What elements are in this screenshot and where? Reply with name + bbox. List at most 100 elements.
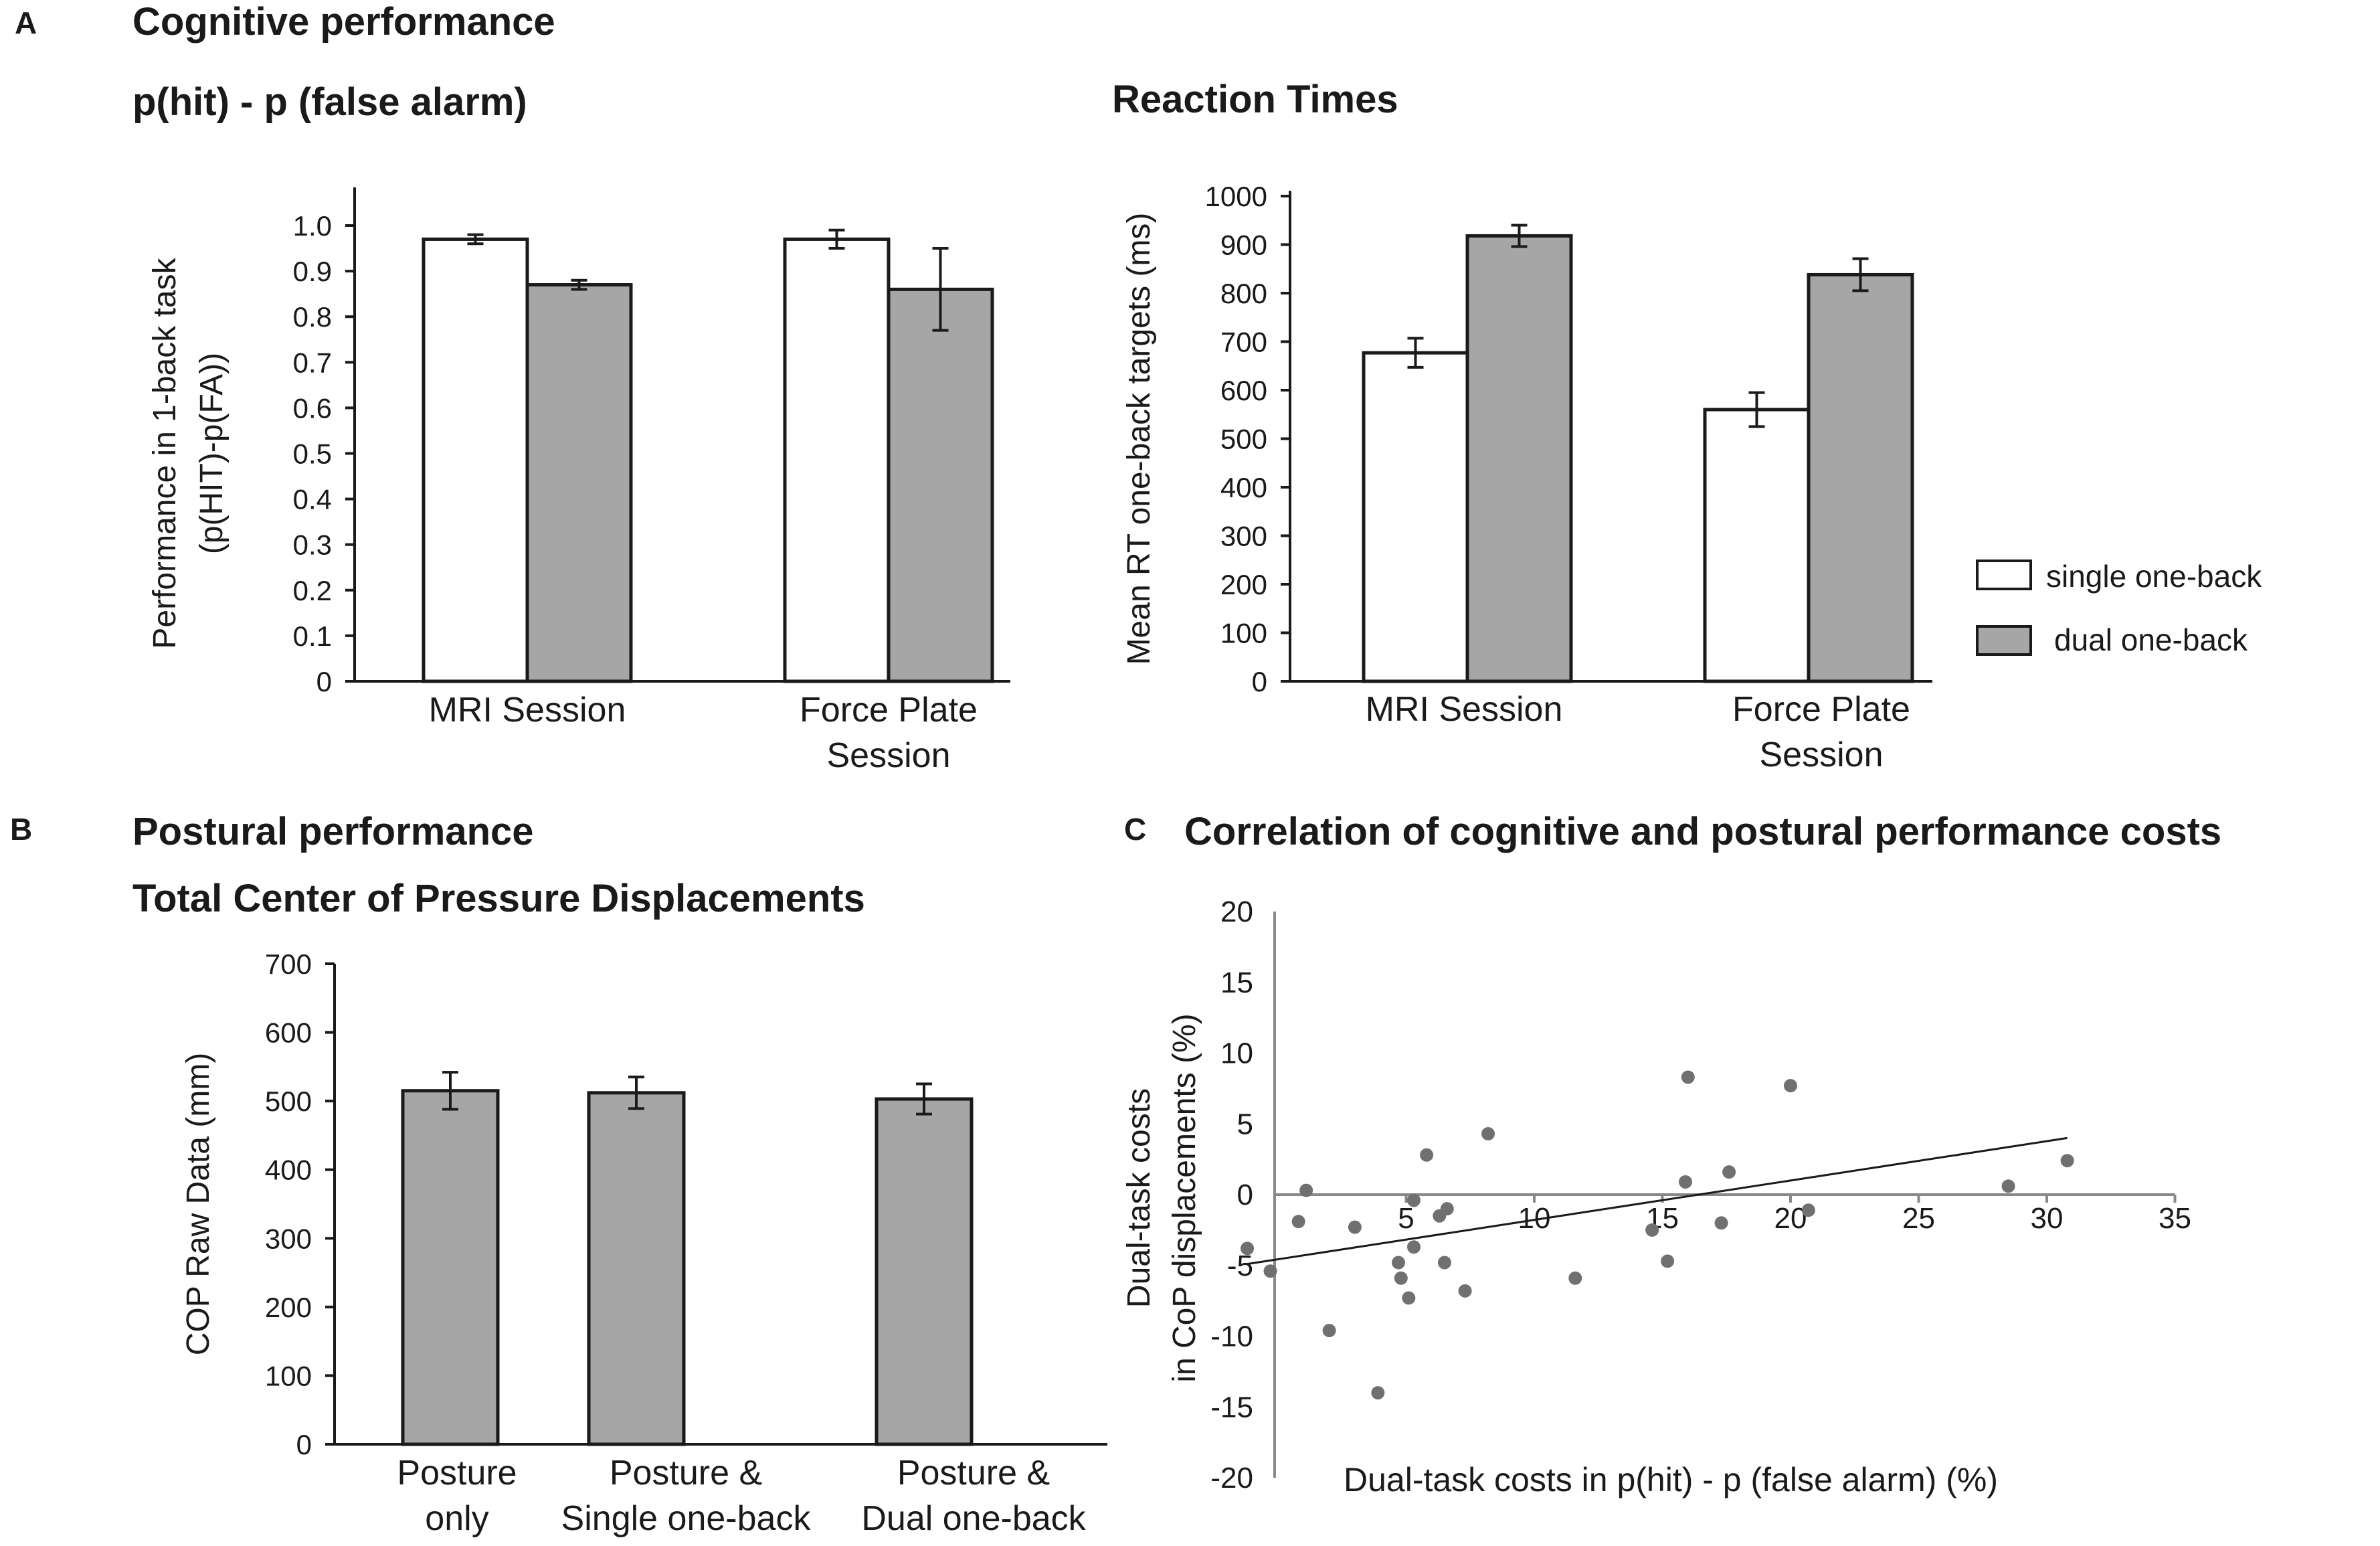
legend-label-single: single one-back xyxy=(2046,559,2262,594)
y-tick-label: 700 xyxy=(265,948,312,980)
y-tick-label: 200 xyxy=(265,1292,312,1323)
scatter-point xyxy=(1322,1324,1336,1338)
bar xyxy=(783,237,891,683)
scatter-point xyxy=(1681,1070,1695,1084)
scatter-point xyxy=(1661,1254,1675,1268)
y-tick-label: 300 xyxy=(1220,521,1267,552)
x-tick-label: 20 xyxy=(1774,1202,1807,1235)
y-tick-label: 0.1 xyxy=(293,620,332,652)
x-category-label: MRI Session xyxy=(429,691,626,729)
x-tick-label: 5 xyxy=(1398,1202,1414,1235)
scatter-point xyxy=(1568,1271,1582,1285)
y-tick-label: 500 xyxy=(1220,424,1267,455)
x-category-label: Posture & xyxy=(610,1454,762,1492)
y-tick-label: 100 xyxy=(1220,618,1267,649)
panel-c-letter: C xyxy=(1124,812,1146,847)
bar xyxy=(1703,408,1811,683)
y-tick-label: 500 xyxy=(265,1086,312,1117)
y-tick-label: -20 xyxy=(1210,1462,1253,1494)
scatter-point xyxy=(1299,1183,1313,1197)
y-axis-label: (p(HIT)-p(FA)) xyxy=(194,353,230,554)
y-tick-label: 400 xyxy=(265,1154,312,1186)
panel-a-subheading: p(hit) - p (false alarm) xyxy=(132,80,527,124)
y-axis-label: Dual-task costs xyxy=(1121,1088,1157,1308)
scatter-point xyxy=(1402,1291,1416,1305)
x-category-label: Posture xyxy=(397,1454,517,1492)
bar xyxy=(1465,234,1573,683)
scatter-point xyxy=(2001,1179,2015,1193)
panel-b-subheading: Total Center of Pressure Displacements xyxy=(132,877,865,920)
scatter-point xyxy=(1722,1165,1736,1179)
bar xyxy=(875,1097,974,1446)
y-tick-label: 0.4 xyxy=(293,484,332,515)
x-category-label: Session xyxy=(1760,736,1884,774)
y-tick-label: 1.0 xyxy=(293,210,332,242)
scatter-point xyxy=(1645,1223,1659,1237)
bar xyxy=(401,1089,500,1446)
y-tick-label: 0 xyxy=(316,666,332,697)
scatter-point xyxy=(1406,1240,1421,1254)
scatter-point xyxy=(1481,1127,1495,1141)
x-category-label: Posture & xyxy=(897,1454,1050,1492)
chart-b-cop: 0 100 200 300 400 500 600 700 COP Raw Data (mm) P… xyxy=(181,948,1107,1538)
scatter-point xyxy=(1784,1079,1797,1093)
scatter-point xyxy=(1394,1271,1408,1285)
x-category-label: only xyxy=(425,1499,488,1538)
y-axis-label: Performance in 1-back task xyxy=(147,257,183,649)
y-tick-label: -15 xyxy=(1210,1391,1253,1424)
y-tick-label: 600 xyxy=(265,1017,312,1049)
panel-a-letter: A xyxy=(15,5,37,40)
bar xyxy=(1807,272,1914,683)
y-tick-label: 0.6 xyxy=(293,392,332,424)
scatter-point xyxy=(1714,1216,1728,1230)
y-tick-label: 10 xyxy=(1220,1037,1253,1070)
scatter-point xyxy=(1437,1256,1451,1270)
y-tick-label: 0.9 xyxy=(293,256,332,287)
chart-a2-reaction-times: 0 100 200 300 400 500 600 700 800 900 1000 Mean RT … xyxy=(1121,181,1932,774)
scatter-point xyxy=(1392,1256,1406,1270)
x-tick-label: 25 xyxy=(1902,1202,1935,1235)
x-category-label: Session xyxy=(827,736,951,775)
bar xyxy=(422,237,529,683)
y-tick-label: 400 xyxy=(1220,472,1267,503)
y-tick-label: 0.3 xyxy=(293,529,332,561)
scatter-point xyxy=(1241,1241,1255,1256)
x-tick-label: 30 xyxy=(2031,1202,2064,1235)
y-tick-label: 800 xyxy=(1220,278,1267,309)
y-tick-label: 300 xyxy=(265,1223,312,1254)
scatter-point xyxy=(1801,1203,1815,1217)
y-tick-label: 1000 xyxy=(1205,181,1267,212)
bar xyxy=(587,1091,686,1446)
trendline xyxy=(1247,1136,2068,1266)
y-axis-label: COP Raw Data (mm) xyxy=(181,1053,216,1356)
legend-swatch-dual xyxy=(1976,625,2032,656)
y-tick-label: 0 xyxy=(296,1429,312,1460)
scatter-point xyxy=(1678,1175,1692,1189)
x-category-label: Force Plate xyxy=(800,691,978,729)
y-tick-label: 0.5 xyxy=(293,438,332,470)
y-tick-label: 100 xyxy=(265,1360,312,1391)
x-axis-label: Dual-task costs in p(hit) - p (false ala… xyxy=(1344,1461,1998,1498)
chart-a1-performance: 0 0.1 0.2 0.3 0.4 0.5 0.6 0.7 0.8 0.9 1.0 Performan… xyxy=(147,187,1010,775)
y-tick-label: 600 xyxy=(1220,375,1267,406)
panel-a2-title: Reaction Times xyxy=(1112,78,1398,121)
y-tick-label: 200 xyxy=(1220,569,1267,600)
y-axis-label: in CoP displacements (%) xyxy=(1167,1013,1202,1382)
scatter-point xyxy=(1371,1386,1385,1400)
y-tick-label: 700 xyxy=(1220,327,1267,358)
x-category-label: Force Plate xyxy=(1732,690,1910,729)
legend: single one-back dual one-back xyxy=(1976,559,2262,657)
y-axis-label: Mean RT one-back targets (ms) xyxy=(1121,213,1157,665)
x-tick-label: 35 xyxy=(2159,1202,2191,1235)
y-tick-label: 20 xyxy=(1220,895,1253,928)
legend-swatch-single xyxy=(1976,560,2032,590)
y-tick-label: 5 xyxy=(1237,1108,1253,1140)
scatter-point xyxy=(1263,1264,1277,1278)
y-tick-label: 0.8 xyxy=(293,301,332,333)
scatter-point xyxy=(1458,1284,1472,1298)
scatter-point xyxy=(1420,1148,1434,1162)
y-tick-label: 0.7 xyxy=(293,347,332,378)
panel-b-letter: B xyxy=(10,812,32,847)
scatter-point xyxy=(1291,1215,1305,1229)
